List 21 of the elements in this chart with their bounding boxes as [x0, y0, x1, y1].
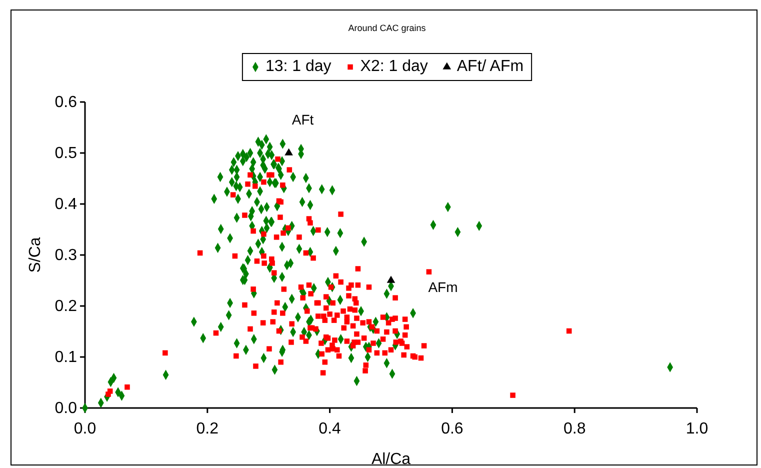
y-tick-label: 0.6: [54, 94, 78, 112]
y-tick-label: 0.0: [54, 400, 78, 418]
x-axis-title: Al/Ca: [371, 451, 411, 468]
y-tick-label: 0.4: [54, 196, 78, 214]
y-tick-label: 0.1: [54, 349, 78, 366]
x-tick-label: 0.2: [196, 420, 219, 438]
x-tick-label: 0.0: [74, 420, 96, 438]
legend-label: X2: 1 day: [360, 58, 428, 76]
chart-title: Around CAC grains: [348, 23, 426, 33]
x-tick-label: 1.0: [686, 420, 708, 438]
legend-label: 13: 1 day: [265, 58, 332, 76]
annotation: AFm: [428, 279, 458, 296]
x-tick-label: 0.6: [441, 420, 464, 438]
y-tick-label: 0.3: [54, 247, 78, 264]
legend-label: AFt/ AFm: [456, 58, 524, 76]
x-tick-label: 0.8: [563, 420, 586, 438]
x-tick-label: 0.4: [318, 420, 342, 438]
y-tick-label: 0.5: [54, 145, 78, 162]
annotation: AFt: [292, 112, 314, 128]
y-tick-label: 0.2: [54, 298, 78, 316]
y-axis-title: S/Ca: [27, 237, 44, 273]
